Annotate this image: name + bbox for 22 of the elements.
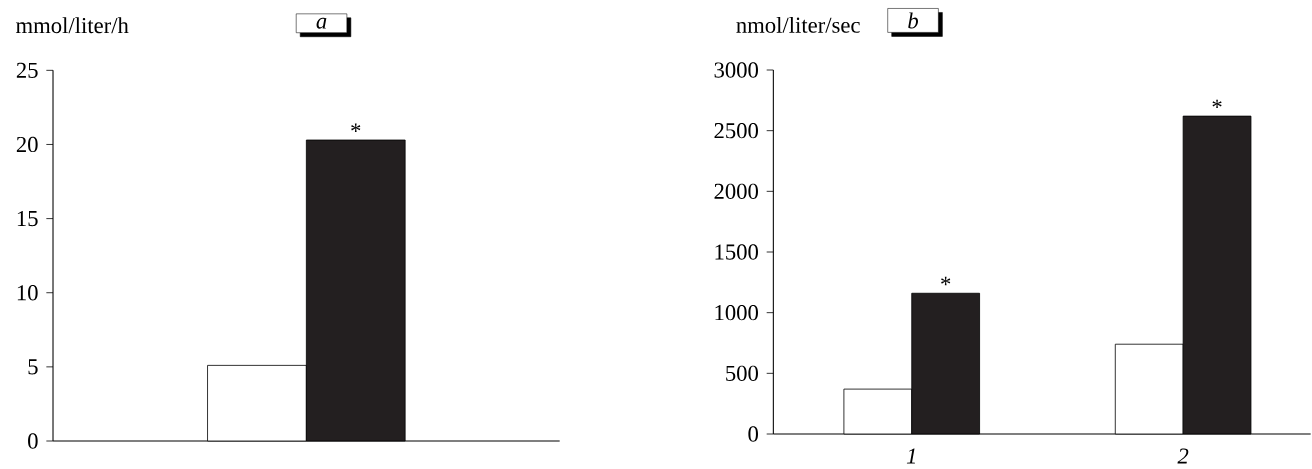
y-axis-title: nmol/liter/sec: [736, 16, 860, 33]
y-tick-label: 20: [16, 136, 38, 153]
y-tick-label: 2000: [714, 183, 758, 199]
x-tick-label: 2: [1177, 448, 1189, 464]
y-tick-label: 2500: [714, 123, 758, 139]
x-tick-label: 1: [906, 448, 915, 464]
y-tick-label: 0: [748, 426, 758, 442]
chart-title: a: [316, 17, 327, 29]
y-tick-label: 3000: [714, 62, 758, 78]
y-tick-label: 0: [28, 433, 38, 449]
chart-title: b: [908, 12, 919, 29]
y-tick-label: 500: [726, 365, 758, 381]
annotation: *: [941, 276, 951, 286]
y-tick-label: 1500: [715, 244, 758, 260]
y-tick-label: 15: [17, 211, 38, 227]
y-tick-label: 1000: [715, 305, 758, 321]
annotation: *: [1212, 99, 1222, 108]
y-tick-label: 5: [28, 359, 38, 375]
annotation: *: [351, 123, 361, 132]
y-axis-title: mmol/liter/h: [15, 17, 129, 34]
y-tick-label: 25: [16, 62, 38, 78]
y-tick-label: 10: [17, 285, 38, 301]
